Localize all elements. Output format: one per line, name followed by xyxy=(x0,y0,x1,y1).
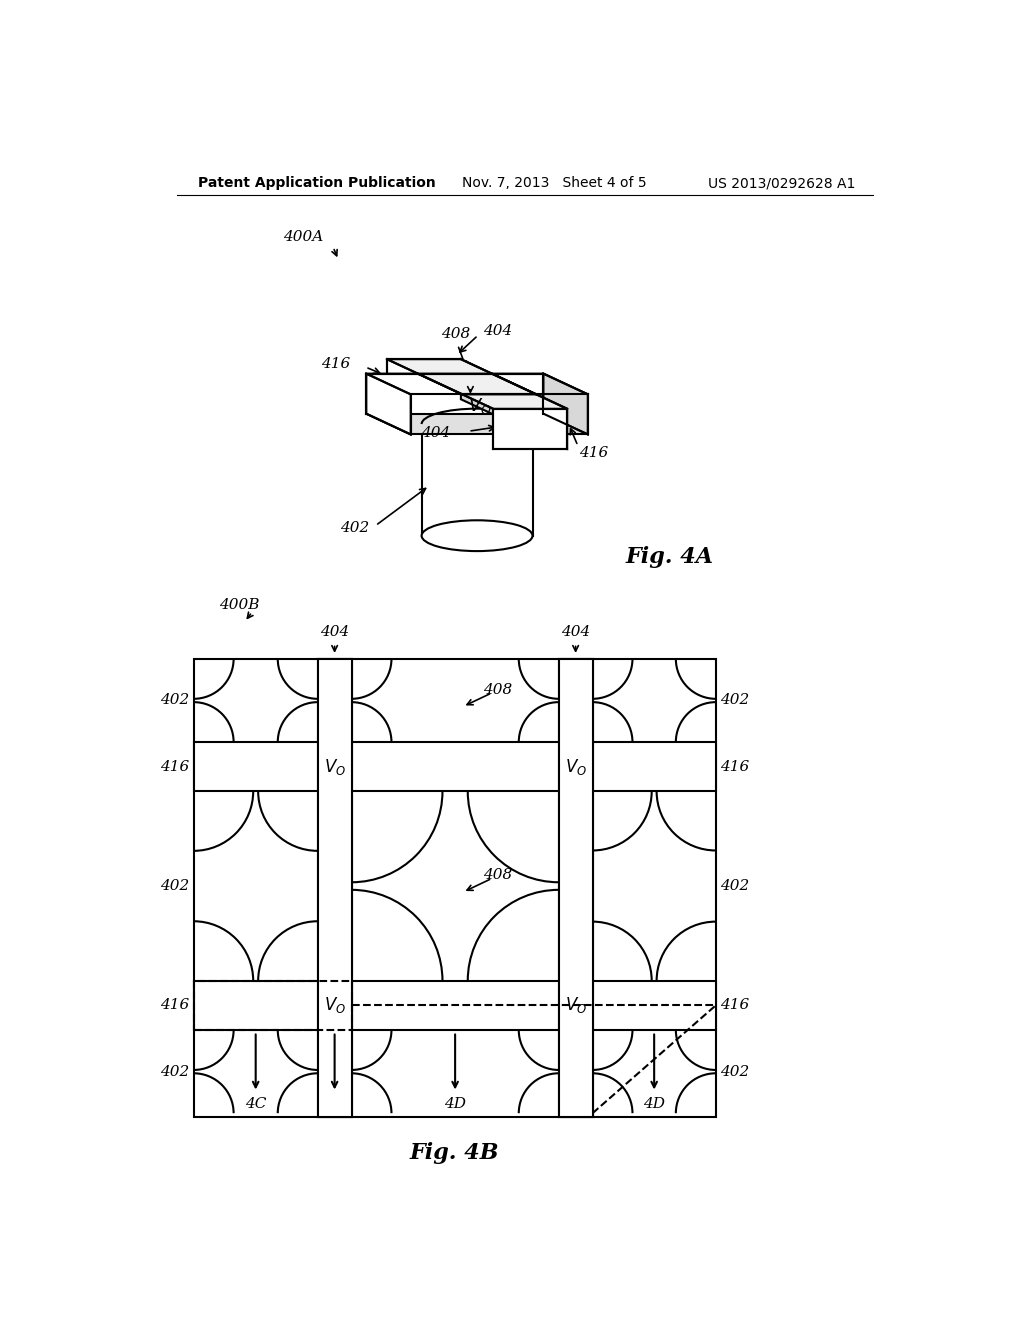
Text: 404: 404 xyxy=(319,624,349,639)
Polygon shape xyxy=(418,374,537,395)
Text: 402: 402 xyxy=(160,879,189,894)
Polygon shape xyxy=(422,424,532,536)
Polygon shape xyxy=(494,409,567,449)
Text: Patent Application Publication: Patent Application Publication xyxy=(199,176,436,190)
Text: 4C: 4C xyxy=(324,1097,345,1111)
Text: 4D: 4D xyxy=(643,1097,666,1111)
Text: 402: 402 xyxy=(340,521,370,535)
Text: US 2013/0292628 A1: US 2013/0292628 A1 xyxy=(708,176,855,190)
Text: 416: 416 xyxy=(160,760,189,774)
Text: 404: 404 xyxy=(421,426,450,440)
Text: 408: 408 xyxy=(441,327,471,341)
Text: 402: 402 xyxy=(160,693,189,708)
Text: 404: 404 xyxy=(482,323,512,338)
Polygon shape xyxy=(387,359,461,399)
Text: $V_O$: $V_O$ xyxy=(324,756,346,776)
Text: 408: 408 xyxy=(483,869,512,882)
Polygon shape xyxy=(367,374,588,395)
Text: 402: 402 xyxy=(160,1065,189,1078)
Text: $V_O$: $V_O$ xyxy=(564,995,587,1015)
Text: Fig. 4B: Fig. 4B xyxy=(410,1142,499,1164)
Text: $V_O$: $V_O$ xyxy=(324,995,346,1015)
Text: 416: 416 xyxy=(720,998,750,1012)
Text: 402: 402 xyxy=(720,879,750,894)
Text: 4D: 4D xyxy=(444,1097,466,1111)
Text: 4C: 4C xyxy=(245,1097,266,1111)
Polygon shape xyxy=(317,659,351,1117)
Polygon shape xyxy=(194,981,716,1030)
Polygon shape xyxy=(559,659,593,1117)
Polygon shape xyxy=(317,659,351,1117)
Text: $V_O$: $V_O$ xyxy=(564,756,587,776)
Text: Fig. 4A: Fig. 4A xyxy=(626,546,714,568)
Text: 400B: 400B xyxy=(219,598,260,612)
Text: 400A: 400A xyxy=(283,230,324,244)
Text: 416: 416 xyxy=(580,446,608,459)
Text: 408: 408 xyxy=(483,682,512,697)
Text: 402: 402 xyxy=(720,693,750,708)
Polygon shape xyxy=(194,742,716,792)
Text: 416: 416 xyxy=(720,760,750,774)
Polygon shape xyxy=(559,659,593,1117)
Polygon shape xyxy=(367,374,544,413)
Text: 416: 416 xyxy=(160,998,189,1012)
Text: $V_O$: $V_O$ xyxy=(468,396,492,416)
Polygon shape xyxy=(367,374,411,434)
Polygon shape xyxy=(461,359,567,449)
Text: 402: 402 xyxy=(720,1065,750,1078)
Text: 404: 404 xyxy=(561,624,590,639)
Text: Nov. 7, 2013   Sheet 4 of 5: Nov. 7, 2013 Sheet 4 of 5 xyxy=(462,176,646,190)
Polygon shape xyxy=(387,359,567,409)
Polygon shape xyxy=(544,374,588,434)
Ellipse shape xyxy=(422,520,532,552)
Polygon shape xyxy=(411,395,588,434)
Text: 416: 416 xyxy=(321,356,350,371)
